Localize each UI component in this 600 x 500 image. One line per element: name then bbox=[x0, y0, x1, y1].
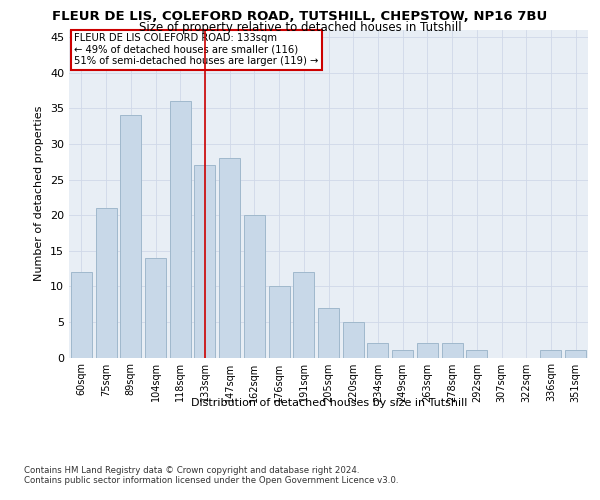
Bar bbox=[466, 350, 487, 358]
Bar bbox=[219, 158, 240, 358]
Bar bbox=[318, 308, 339, 358]
Bar bbox=[442, 344, 463, 357]
Bar bbox=[343, 322, 364, 358]
Bar bbox=[269, 286, 290, 358]
Bar bbox=[120, 116, 141, 358]
Bar bbox=[565, 350, 586, 358]
Bar bbox=[170, 101, 191, 357]
Bar bbox=[194, 166, 215, 358]
Bar bbox=[293, 272, 314, 358]
Bar bbox=[95, 208, 116, 358]
Bar bbox=[392, 350, 413, 358]
Y-axis label: Number of detached properties: Number of detached properties bbox=[34, 106, 44, 282]
Text: Contains public sector information licensed under the Open Government Licence v3: Contains public sector information licen… bbox=[24, 476, 398, 485]
Text: FLEUR DE LIS, COLEFORD ROAD, TUTSHILL, CHEPSTOW, NP16 7BU: FLEUR DE LIS, COLEFORD ROAD, TUTSHILL, C… bbox=[52, 10, 548, 23]
Bar bbox=[367, 344, 388, 357]
Bar bbox=[244, 215, 265, 358]
Text: Distribution of detached houses by size in Tutshill: Distribution of detached houses by size … bbox=[191, 398, 467, 407]
Text: Contains HM Land Registry data © Crown copyright and database right 2024.: Contains HM Land Registry data © Crown c… bbox=[24, 466, 359, 475]
Bar bbox=[541, 350, 562, 358]
Bar bbox=[145, 258, 166, 358]
Bar bbox=[71, 272, 92, 358]
Text: FLEUR DE LIS COLEFORD ROAD: 133sqm
← 49% of detached houses are smaller (116)
51: FLEUR DE LIS COLEFORD ROAD: 133sqm ← 49%… bbox=[74, 34, 319, 66]
Text: Size of property relative to detached houses in Tutshill: Size of property relative to detached ho… bbox=[139, 21, 461, 34]
Bar bbox=[417, 344, 438, 357]
